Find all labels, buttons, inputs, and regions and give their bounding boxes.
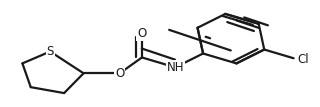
Text: Cl: Cl [298, 53, 309, 66]
Text: NH: NH [166, 61, 184, 74]
Text: S: S [46, 45, 54, 58]
Text: O: O [137, 27, 147, 40]
Text: O: O [115, 67, 124, 80]
